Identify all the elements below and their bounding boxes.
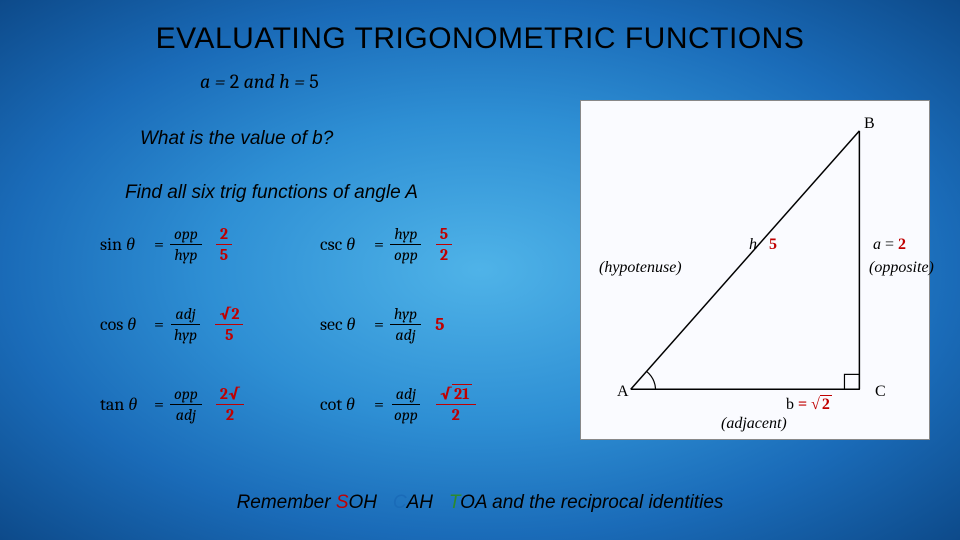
vertex-c: C — [875, 383, 886, 401]
sec-den: adj — [391, 325, 419, 344]
a-side-var: a — [873, 236, 881, 253]
cos-label: cos θ — [100, 314, 148, 335]
csc-label: csc θ — [320, 234, 368, 255]
b-side: b = √2 — [786, 396, 832, 414]
triangle-diagram: B A C h 5 (hypotenuse) a = 2 (opposite) … — [580, 100, 930, 440]
b-side-val: = √2 — [798, 395, 832, 413]
cot-value: √21 2 — [436, 385, 476, 425]
cos-value: √2 5 — [215, 305, 243, 345]
csc-den: opp — [390, 245, 422, 264]
cot-cell: cot θ = adj opp √21 2 — [320, 385, 476, 425]
sec-value: 5 — [435, 314, 444, 335]
cos-value-num: √2 — [215, 305, 243, 325]
trig-row-cos-sec: cos θ = adj hyp √2 5 sec θ = hyp adj 5 — [100, 305, 550, 345]
tan-value: 2√ 2 — [216, 385, 244, 425]
a-side-eq: = — [881, 236, 898, 253]
toa-t: T — [449, 492, 460, 513]
a-side: a = 2 — [873, 236, 906, 254]
cos-num: adj — [171, 305, 199, 325]
sin-value-den: 5 — [216, 245, 232, 264]
soh-s: S — [336, 492, 349, 513]
given-values: a = 2 and h = 5 — [200, 70, 319, 93]
cot-den: opp — [390, 405, 422, 424]
given-a-var: a — [200, 70, 210, 93]
sin-value-num: 2 — [216, 225, 232, 245]
cah-c: C — [393, 492, 407, 513]
opposite-label: (opposite) — [869, 259, 934, 277]
sin-value: 2 5 — [216, 225, 232, 265]
given-h-var: h — [279, 70, 290, 93]
b-side-var: b — [786, 396, 794, 413]
eq-sign: = — [294, 70, 309, 93]
equals: = — [374, 314, 384, 335]
hypotenuse-label: (hypotenuse) — [599, 259, 682, 277]
mnemonic-suffix: and the reciprocal identities — [492, 492, 723, 513]
tan-den: adj — [172, 405, 200, 424]
mnemonic-prefix: Remember — [237, 492, 336, 513]
tan-definition: opp adj — [170, 385, 202, 425]
toa-rest: OA — [460, 492, 487, 513]
cot-value-den: 2 — [448, 405, 464, 424]
equals: = — [154, 234, 164, 255]
cot-definition: adj opp — [390, 385, 422, 425]
vertex-a: A — [617, 383, 629, 401]
csc-cell: csc θ = hyp opp 5 2 — [320, 225, 452, 265]
equals: = — [154, 394, 164, 415]
sec-definition: hyp adj — [390, 305, 421, 345]
csc-value-den: 2 — [436, 245, 452, 264]
equals: = — [154, 314, 164, 335]
cot-value-num: √21 — [436, 385, 476, 405]
csc-value-num: 5 — [436, 225, 452, 245]
tan-num: opp — [170, 385, 202, 405]
given-a-val: 2 — [230, 70, 239, 93]
trig-row-sin-csc: sin θ = opp hyp 2 5 csc θ = hyp opp 5 2 — [100, 225, 550, 265]
h-label: h — [749, 236, 757, 254]
instruction-text: Find all six trig functions of angle A — [125, 182, 418, 204]
soh-rest: OH — [349, 492, 378, 513]
tan-value-num: 2√ — [216, 385, 244, 405]
vertex-b: B — [864, 115, 875, 133]
cot-label: cot θ — [320, 394, 368, 415]
question-text: What is the value of b? — [140, 128, 333, 150]
a-side-val: 2 — [898, 236, 906, 253]
cot-num: adj — [392, 385, 420, 405]
equals: = — [374, 394, 384, 415]
sin-num: opp — [170, 225, 202, 245]
cah-rest: AH — [407, 492, 433, 513]
sec-num: hyp — [390, 305, 421, 325]
adjacent-label: (adjacent) — [721, 415, 787, 433]
sec-cell: sec θ = hyp adj 5 — [320, 305, 444, 345]
cos-definition: adj hyp — [170, 305, 201, 345]
tan-label: tan θ — [100, 394, 148, 415]
slide-title: EVALUATING TRIGONOMETRIC FUNCTIONS — [0, 22, 960, 56]
trig-row-tan-cot: tan θ = opp adj 2√ 2 cot θ = adj opp √21… — [100, 385, 550, 425]
h-value: 5 — [769, 236, 777, 254]
sin-definition: opp hyp — [170, 225, 202, 265]
sin-label: sin θ — [100, 234, 148, 255]
trig-equations: sin θ = opp hyp 2 5 csc θ = hyp opp 5 2 — [100, 225, 550, 455]
eq-sign: = — [215, 70, 230, 93]
equals: = — [374, 234, 384, 255]
given-and: and — [244, 70, 280, 93]
sin-den: hyp — [170, 245, 201, 264]
cos-value-den: 5 — [221, 325, 237, 344]
mnemonic-text: Remember SOH CAH TOA and the reciprocal … — [0, 492, 960, 514]
csc-definition: hyp opp — [390, 225, 422, 265]
csc-value: 5 2 — [436, 225, 452, 265]
cos-den: hyp — [170, 325, 201, 344]
csc-num: hyp — [390, 225, 421, 245]
given-h-val: 5 — [309, 70, 319, 93]
sec-label: sec θ — [320, 314, 368, 335]
tan-value-den: 2 — [222, 405, 238, 424]
